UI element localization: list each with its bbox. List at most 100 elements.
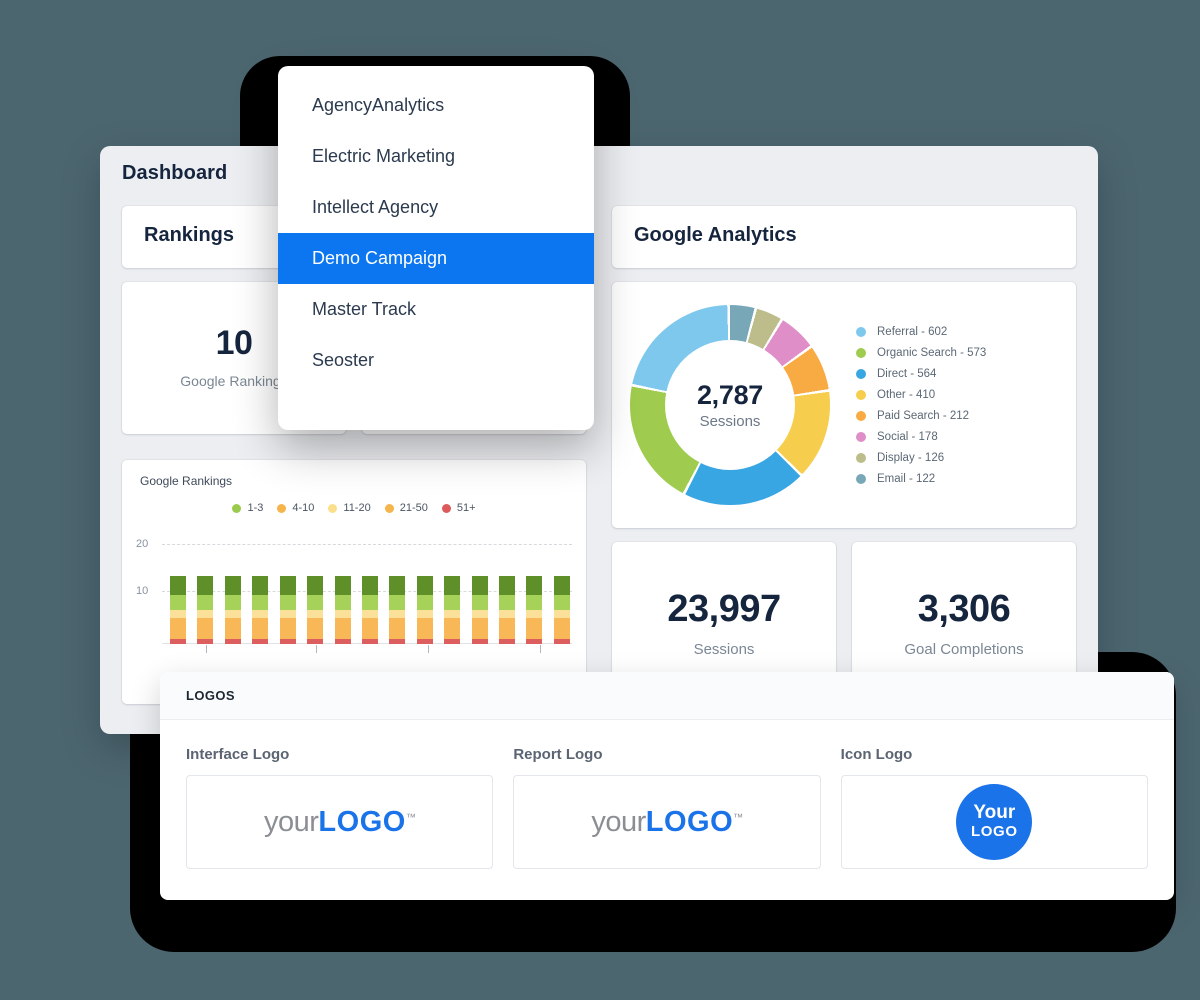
logo-preview-box[interactable]: Your LOGO bbox=[840, 775, 1148, 869]
chart-bars-rankings bbox=[170, 540, 570, 644]
chart-bar-segment bbox=[444, 576, 461, 595]
chart-bar-segment bbox=[499, 638, 516, 644]
dropdown-item-agencyanalytics[interactable]: AgencyAnalytics bbox=[278, 80, 594, 131]
chart-bar-segment bbox=[444, 594, 461, 611]
campaign-dropdown-menu[interactable]: AgencyAnalytics Electric Marketing Intelle… bbox=[278, 66, 594, 430]
page-title: Dashboard bbox=[122, 162, 228, 184]
rankings-legend-item[interactable]: 51+ bbox=[441, 502, 476, 514]
legend-swatch-icon bbox=[856, 389, 866, 400]
chart-bar-segment bbox=[499, 576, 516, 595]
dropdown-item-master-track[interactable]: Master Track bbox=[278, 284, 594, 335]
chart-bar-segment bbox=[526, 618, 543, 639]
dropdown-item-label: Intellect Agency bbox=[312, 197, 439, 217]
logo-preview-box[interactable]: yourLOGO™ bbox=[186, 775, 494, 869]
x-axis-tick bbox=[428, 645, 429, 653]
legend-item[interactable]: Email - 122 bbox=[856, 473, 1062, 485]
chart-bar-segment bbox=[279, 576, 296, 595]
kpi-value: 3,306 bbox=[917, 588, 1011, 630]
legend-item[interactable]: Display - 126 bbox=[856, 452, 1062, 464]
donut-legend: Referral - 602 Organic Search - 573 Direct… bbox=[830, 326, 1062, 485]
chart-bar-segment bbox=[361, 618, 378, 639]
google-analytics-card-header: Google Analytics bbox=[612, 206, 1076, 268]
chart-bar bbox=[416, 576, 433, 644]
legend-item[interactable]: Organic Search - 573 bbox=[856, 347, 1062, 359]
chart-bar-segment bbox=[252, 618, 269, 639]
donut-center-label: Sessions bbox=[699, 413, 761, 430]
rankings-legend-item[interactable]: 1-3 bbox=[232, 502, 263, 514]
legend-item[interactable]: Referral - 602 bbox=[856, 326, 1062, 338]
dropdown-item-intellect-agency[interactable]: Intellect Agency bbox=[278, 182, 594, 233]
rankings-legend-item[interactable]: 21-50 bbox=[384, 502, 428, 514]
x-axis-tick bbox=[206, 645, 207, 653]
chart-bar-segment bbox=[471, 638, 488, 644]
chart-bar bbox=[444, 576, 461, 644]
chart-bar-segment bbox=[444, 638, 461, 644]
logo-wordmark: yourLOGO™ bbox=[264, 806, 416, 839]
chart-bar-segment bbox=[279, 638, 296, 644]
dropdown-item-electric-marketing[interactable]: Electric Marketing bbox=[278, 131, 594, 182]
x-axis-ticks bbox=[170, 645, 570, 653]
rankings-legend-item[interactable]: 4-10 bbox=[277, 502, 314, 514]
chart-bar bbox=[170, 576, 186, 644]
x-axis-tick bbox=[540, 645, 541, 653]
chart-bar-segment bbox=[334, 618, 351, 639]
chart-bar-segment bbox=[553, 618, 570, 639]
dropdown-item-label: Seoster bbox=[312, 350, 375, 370]
legend-label: Paid Search - 212 bbox=[877, 409, 970, 422]
chart-bar-segment bbox=[224, 618, 241, 639]
google-rankings-chart-card: Google Rankings 1-3 4-10 11-20 21-50 51+ 20 … bbox=[122, 460, 586, 704]
chart-bar-segment bbox=[444, 610, 461, 619]
legend-item[interactable]: Paid Search - 212 bbox=[856, 410, 1062, 422]
legend-label: 1-3 bbox=[247, 502, 264, 514]
chart-bar-segment bbox=[224, 610, 241, 619]
chart-bar bbox=[197, 576, 214, 644]
logo-field-label: Icon Logo bbox=[840, 746, 913, 763]
legend-label: Direct - 564 bbox=[877, 367, 937, 380]
chart-plot-rankings: 20 10 bbox=[122, 526, 586, 654]
chart-bar-segment bbox=[389, 576, 406, 595]
kpi-value: 10 bbox=[215, 324, 253, 362]
legend-label: Email - 122 bbox=[877, 472, 936, 485]
chart-bar-segment bbox=[307, 618, 324, 639]
dropdown-item-seoster[interactable]: Seoster bbox=[278, 335, 594, 386]
chart-bar-segment bbox=[252, 610, 269, 619]
chart-bar-segment bbox=[279, 594, 296, 611]
dropdown-item-demo-campaign[interactable]: Demo Campaign bbox=[278, 233, 594, 284]
chart-bar-segment bbox=[499, 594, 516, 611]
legend-swatch-icon bbox=[856, 452, 866, 463]
chart-bar bbox=[499, 576, 516, 644]
logo-wordmark: yourLOGO™ bbox=[591, 806, 743, 839]
donut-chart: 2,787 Sessions bbox=[630, 305, 830, 505]
chart-bar-segment bbox=[334, 638, 351, 644]
chart-bar-segment bbox=[416, 576, 433, 595]
chart-bar-segment bbox=[416, 594, 433, 611]
rankings-legend-item[interactable]: 11-20 bbox=[328, 502, 371, 514]
legend-swatch-icon bbox=[441, 503, 451, 513]
ytick-label-10: 10 bbox=[136, 585, 149, 597]
chart-bar-segment bbox=[361, 610, 378, 619]
legend-label: 11-20 bbox=[343, 502, 371, 514]
chart-bar-segment bbox=[499, 610, 516, 619]
legend-swatch-icon bbox=[856, 347, 866, 358]
legend-item[interactable]: Direct - 564 bbox=[856, 368, 1062, 380]
logo-preview-box[interactable]: yourLOGO™ bbox=[513, 775, 821, 869]
chart-bar-segment bbox=[526, 638, 543, 644]
chart-bar bbox=[252, 576, 269, 644]
chart-bar-segment bbox=[252, 594, 269, 611]
legend-label: Organic Search - 573 bbox=[877, 346, 987, 359]
logos-grid: Interface Logo yourLOGO™ Report Logo yourLO… bbox=[160, 720, 1174, 869]
chart-title-rankings: Google Rankings bbox=[140, 474, 233, 488]
legend-swatch-icon bbox=[856, 410, 866, 421]
legend-swatch-icon bbox=[328, 503, 338, 513]
legend-item[interactable]: Social - 178 bbox=[856, 431, 1062, 443]
chart-bar-segment bbox=[444, 618, 461, 639]
chart-bar-segment bbox=[224, 576, 241, 595]
chart-bar-segment bbox=[307, 610, 324, 619]
trademark-icon: ™ bbox=[405, 811, 416, 823]
logo-column-interface-logo: Interface Logo yourLOGO™ bbox=[186, 746, 494, 869]
donut-center-value: 2,787 bbox=[696, 380, 764, 410]
chart-bar-segment bbox=[499, 618, 516, 639]
chart-bar-segment bbox=[361, 638, 378, 644]
legend-item[interactable]: Other - 410 bbox=[856, 389, 1062, 401]
rankings-card-title: Rankings bbox=[144, 224, 235, 246]
